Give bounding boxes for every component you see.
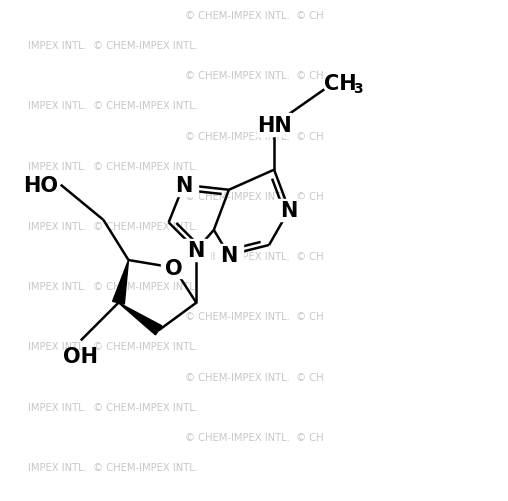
Text: CH: CH — [324, 74, 357, 94]
Text: © CHEM-IMPEX INTL.  © CH: © CHEM-IMPEX INTL. © CH — [185, 312, 323, 322]
Text: © CHEM-IMPEX INTL.  © CH: © CHEM-IMPEX INTL. © CH — [185, 11, 323, 21]
Text: © CHEM-IMPEX INTL.  © CH: © CHEM-IMPEX INTL. © CH — [185, 71, 323, 81]
Text: O: O — [165, 258, 182, 278]
Text: © CHEM-IMPEX INTL.  © CH: © CHEM-IMPEX INTL. © CH — [185, 131, 323, 141]
Text: IMPEX INTL.  © CHEM-IMPEX INTL.: IMPEX INTL. © CHEM-IMPEX INTL. — [28, 221, 199, 231]
Bar — [170, 174, 198, 196]
Bar — [215, 244, 243, 267]
Text: N: N — [280, 200, 298, 220]
Text: IMPEX INTL.  © CHEM-IMPEX INTL.: IMPEX INTL. © CHEM-IMPEX INTL. — [28, 161, 199, 171]
Text: N: N — [175, 175, 193, 195]
Bar — [182, 239, 210, 262]
Text: IMPEX INTL.  © CHEM-IMPEX INTL.: IMPEX INTL. © CHEM-IMPEX INTL. — [28, 41, 199, 51]
Text: IMPEX INTL.  © CHEM-IMPEX INTL.: IMPEX INTL. © CHEM-IMPEX INTL. — [28, 101, 199, 111]
Text: IMPEX INTL.  © CHEM-IMPEX INTL.: IMPEX INTL. © CHEM-IMPEX INTL. — [28, 402, 199, 412]
Text: OH: OH — [64, 347, 99, 367]
Bar — [257, 114, 291, 136]
Text: IMPEX INTL.  © CHEM-IMPEX INTL.: IMPEX INTL. © CHEM-IMPEX INTL. — [28, 462, 199, 472]
Text: IMPEX INTL.  © CHEM-IMPEX INTL.: IMPEX INTL. © CHEM-IMPEX INTL. — [28, 282, 199, 292]
Bar — [275, 199, 303, 221]
Text: © CHEM-IMPEX INTL.  © CH: © CHEM-IMPEX INTL. © CH — [185, 252, 323, 262]
Text: 3: 3 — [354, 82, 363, 96]
Text: N: N — [187, 240, 205, 261]
Text: HO: HO — [23, 175, 58, 195]
Text: HN: HN — [257, 115, 292, 135]
Bar — [161, 258, 187, 279]
Text: © CHEM-IMPEX INTL.  © CH: © CHEM-IMPEX INTL. © CH — [185, 191, 323, 201]
Polygon shape — [113, 261, 129, 305]
Polygon shape — [118, 303, 162, 335]
Text: © CHEM-IMPEX INTL.  © CH: © CHEM-IMPEX INTL. © CH — [185, 372, 323, 382]
Text: IMPEX INTL.  © CHEM-IMPEX INTL.: IMPEX INTL. © CHEM-IMPEX INTL. — [28, 342, 199, 352]
Text: N: N — [220, 245, 238, 266]
Text: © CHEM-IMPEX INTL.  © CH: © CHEM-IMPEX INTL. © CH — [185, 432, 323, 442]
